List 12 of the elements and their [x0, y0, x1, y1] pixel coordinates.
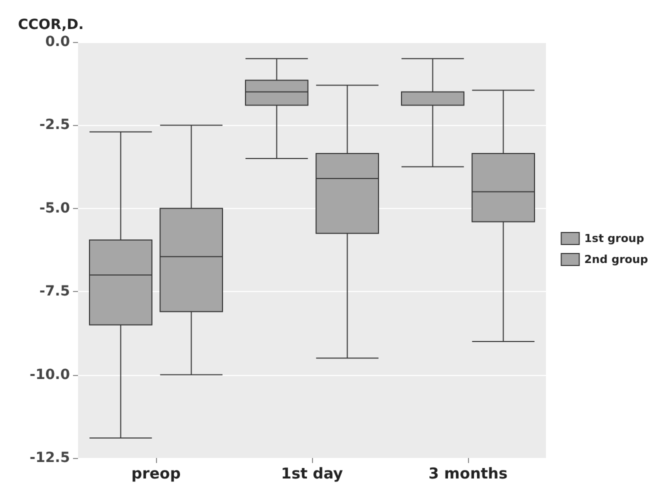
y-tick-label: -10.0 — [30, 366, 70, 383]
y-tick-label: 0.0 — [45, 34, 70, 50]
y-tick-label: -5.0 — [39, 200, 70, 216]
legend-label: 1st group — [584, 232, 644, 245]
x-tick-label: 1st day — [281, 464, 344, 482]
y-tick-label: -2.5 — [39, 117, 70, 134]
legend-label: 2nd group — [584, 253, 648, 266]
x-tick-label: preop — [131, 464, 181, 482]
y-axis-title: CCOR,D. — [18, 17, 84, 33]
y-tick-label: -12.5 — [30, 450, 70, 466]
x-tick-label: 3 months — [428, 464, 508, 482]
y-tick-label: -7.5 — [39, 284, 70, 300]
